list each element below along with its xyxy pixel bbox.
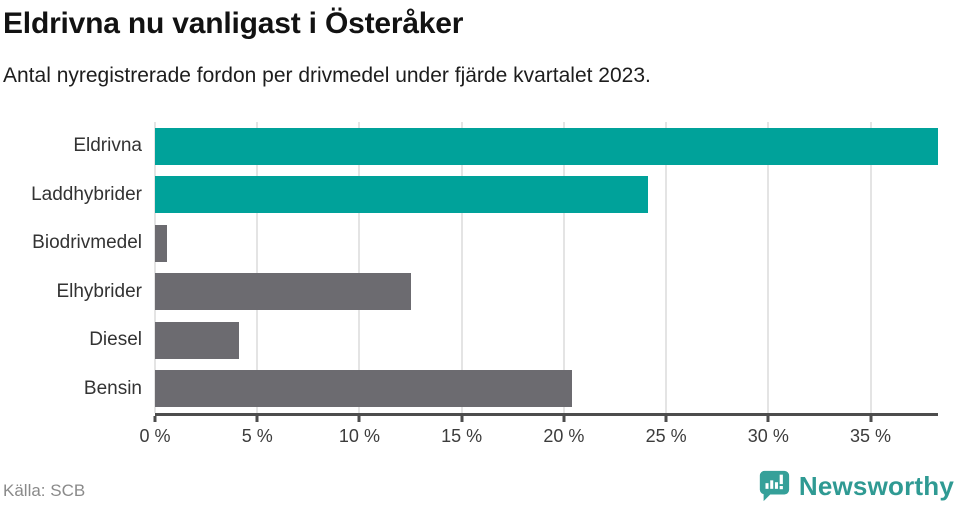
gridline xyxy=(869,122,872,413)
x-axis-tick-label: 5 % xyxy=(241,426,273,446)
bar-laddhybrider xyxy=(155,176,648,214)
gridline xyxy=(562,122,565,413)
chart-title: Eldrivna nu vanligast i Österåker xyxy=(3,7,464,40)
gridline xyxy=(358,122,361,413)
category-label-bensin: Bensin xyxy=(83,377,142,399)
newsworthy-logo: Newsworthy xyxy=(757,468,954,504)
bar-eldrivna xyxy=(155,127,938,165)
newsworthy-bubble-chart-icon xyxy=(757,468,791,504)
gridline xyxy=(665,122,668,413)
x-axis-tick-label: 25 % xyxy=(645,426,687,446)
x-axis-tick xyxy=(562,416,566,422)
source-note: Källa: SCB xyxy=(3,481,86,500)
category-label-eldrivna: Eldrivna xyxy=(73,135,142,157)
gridline xyxy=(154,122,156,413)
x-axis-tick xyxy=(766,416,770,422)
x-axis-tick xyxy=(869,416,873,422)
plot-area: 0 % 5 % 10 % 15 % 20 % 25 % 30 % 35 % xyxy=(139,122,938,446)
x-axis-tick xyxy=(357,416,361,422)
category-label-elhybrider: Elhybrider xyxy=(56,280,142,302)
category-label-laddhybrider: Laddhybrider xyxy=(31,183,142,205)
x-axis-tick-label: 10 % xyxy=(338,426,380,446)
gridline xyxy=(256,122,259,413)
x-axis-tick xyxy=(153,416,157,422)
x-axis-tick xyxy=(460,416,464,422)
x-axis-tick xyxy=(664,416,668,422)
bar-elhybrider xyxy=(155,273,411,311)
x-axis-tick-label: 35 % xyxy=(850,426,892,446)
gridline xyxy=(460,122,463,413)
bar-biodrivmedel xyxy=(155,224,168,262)
x-axis-tick-label: 0 % xyxy=(139,426,171,446)
chart-subtitle: Antal nyregistrerade fordon per drivmede… xyxy=(3,64,651,87)
x-axis-tick-label: 15 % xyxy=(441,426,483,446)
x-axis-tick-label: 20 % xyxy=(543,426,585,446)
bar-bensin xyxy=(155,370,573,408)
gridline xyxy=(767,122,770,413)
category-label-diesel: Diesel xyxy=(89,329,142,351)
x-axis-tick-label: 30 % xyxy=(747,426,789,446)
bar-diesel xyxy=(155,321,239,359)
newsworthy-wordmark: Newsworthy xyxy=(798,470,954,501)
category-label-biodrivmedel: Biodrivmedel xyxy=(32,232,142,254)
x-axis-tick xyxy=(255,416,259,422)
